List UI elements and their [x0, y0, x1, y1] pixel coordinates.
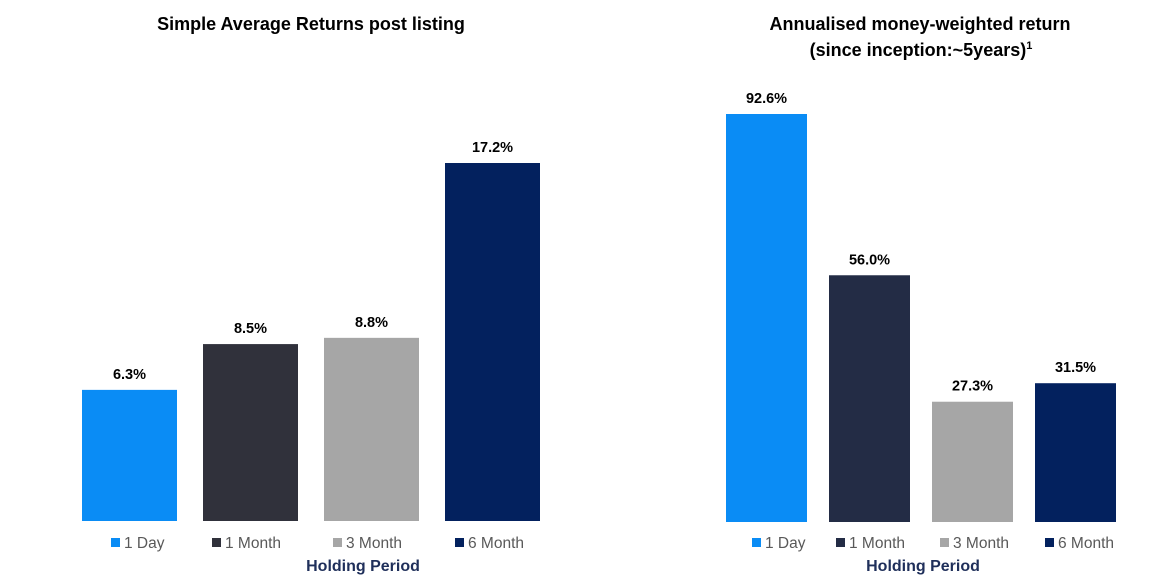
left-bar-3-month: [324, 337, 419, 521]
right-legend-label-6-month: 6 Month: [1058, 535, 1114, 552]
right-bar-3-month: [932, 401, 1013, 522]
left-data-label-6-month: 17.2%: [472, 140, 513, 156]
right-data-label-6-month: 31.5%: [1055, 360, 1096, 376]
left-legend-label-1-month: 1 Month: [225, 535, 281, 552]
left-data-label-3-month: 8.8%: [355, 315, 388, 331]
right-data-label-1-day: 92.6%: [746, 91, 787, 107]
left-bar-1-day: [82, 389, 177, 521]
left-legend-swatch-6-month: [455, 538, 464, 547]
right-bar-1-day: [726, 114, 807, 522]
right-legend-swatch-6-month: [1045, 538, 1054, 547]
left-legend-label-3-month: 3 Month: [346, 535, 402, 552]
left-data-label-1-month: 8.5%: [234, 321, 267, 337]
left-legend-label-6-month: 6 Month: [468, 535, 524, 552]
left-chart-legend: 1 Day 1 Month 3 Month 6 Month: [111, 535, 524, 552]
right-legend-label-3-month: 3 Month: [953, 535, 1009, 552]
right-legend-swatch-1-month: [836, 538, 845, 547]
left-legend-swatch-1-day: [111, 538, 120, 547]
right-data-label-1-month: 56.0%: [849, 252, 890, 268]
left-legend-label-1-day: 1 Day: [124, 535, 165, 552]
left-chart-xlabel: Holding Period: [306, 558, 420, 575]
right-chart-subtitle-superscript: 1: [1026, 40, 1032, 52]
right-chart-subtitle: (since inception:~5years)1: [810, 40, 1033, 60]
left-data-label-1-day: 6.3%: [113, 367, 146, 383]
right-bar-6-month: [1035, 383, 1116, 522]
right-chart-legend: 1 Day 1 Month 3 Month 6 Month: [752, 535, 1114, 552]
right-legend-swatch-1-day: [752, 538, 761, 547]
left-chart-bars: 6.3% 8.5% 8.8% 17.2%: [82, 140, 540, 521]
left-legend-swatch-3-month: [333, 538, 342, 547]
left-legend-swatch-1-month: [212, 538, 221, 547]
right-legend-label-1-month: 1 Month: [849, 535, 905, 552]
right-chart-title: Annualised money-weighted return: [769, 14, 1070, 34]
right-legend-label-1-day: 1 Day: [765, 535, 806, 552]
left-bar-1-month: [203, 344, 298, 521]
right-chart-bars: 92.6% 56.0% 27.3% 31.5%: [726, 91, 1116, 522]
left-bar-6-month: [445, 163, 540, 521]
right-legend-swatch-3-month: [940, 538, 949, 547]
right-bar-1-month: [829, 275, 910, 522]
right-chart-xlabel: Holding Period: [866, 558, 980, 575]
left-chart-title: Simple Average Returns post listing: [157, 14, 465, 34]
right-data-label-3-month: 27.3%: [952, 379, 993, 395]
right-chart-subtitle-text: (since inception:~5years): [810, 40, 1027, 60]
